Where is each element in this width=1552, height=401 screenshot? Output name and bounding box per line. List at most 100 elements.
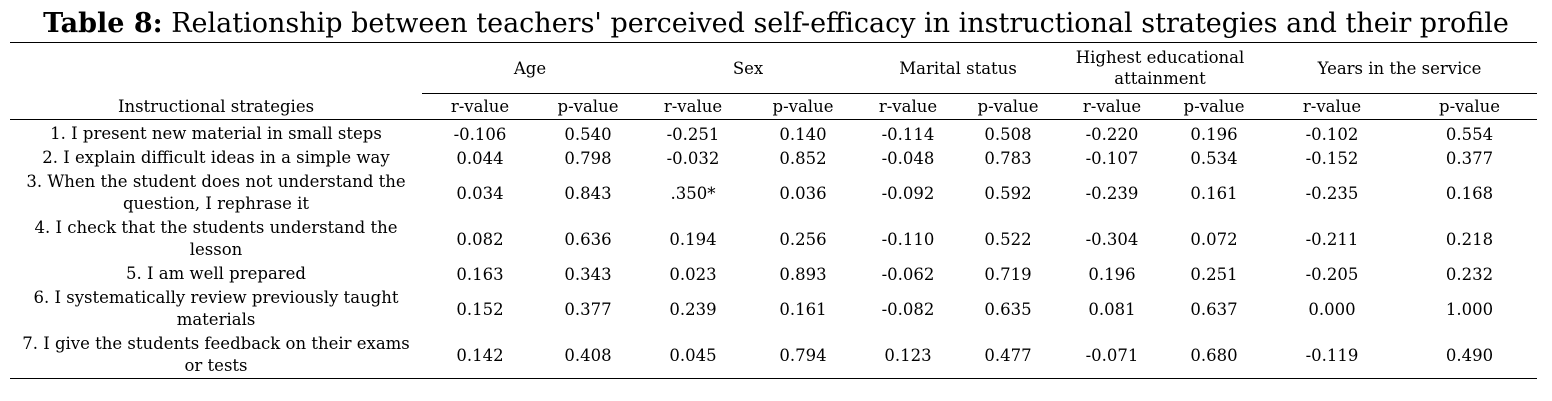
column-header: p-value — [1402, 93, 1538, 120]
table-cell: 0.196 — [1088, 264, 1136, 284]
table-cell: -0.220 — [1085, 124, 1139, 144]
table-cell: -0.082 — [881, 299, 935, 319]
column-header: p-value — [748, 93, 858, 120]
table-cell: -0.071 — [1085, 345, 1139, 365]
table-cell: 0.794 — [779, 345, 827, 365]
table-cell: 0.843 — [564, 183, 612, 203]
table-cell: 0.377 — [564, 299, 612, 319]
group-header: Marital status — [899, 58, 1017, 78]
table-cell: -0.102 — [1305, 124, 1359, 144]
table-cell: 0.408 — [564, 345, 612, 365]
table-cell: -0.152 — [1305, 148, 1359, 168]
table-cell: 0.893 — [779, 264, 827, 284]
table-cell: -0.092 — [881, 183, 935, 203]
table-cell: -0.211 — [1305, 229, 1359, 249]
table-row: 5. I am well prepared 0.163 0.343 0.023 … — [10, 262, 1537, 286]
row-label: 4. I check that the students understand … — [34, 218, 398, 259]
table-cell: 0.161 — [1190, 183, 1238, 203]
table-cell: -0.114 — [881, 124, 935, 144]
table-cell: 0.194 — [669, 229, 717, 249]
table-cell: 0.783 — [984, 148, 1032, 168]
group-header: Age — [513, 58, 547, 78]
table-cell: 0.034 — [456, 183, 504, 203]
table-cell: 0.023 — [669, 264, 717, 284]
group-header: Sex — [732, 58, 764, 78]
table-row: 3. When the student does not understand … — [10, 170, 1537, 216]
table-cell: -0.119 — [1305, 345, 1359, 365]
table-row: 2. I explain difficult ideas in a simple… — [10, 146, 1537, 170]
table-cell: 0.142 — [456, 345, 504, 365]
group-header: Highest educational attainment — [1075, 48, 1245, 88]
table-row: 6. I systematically review previously ta… — [10, 286, 1537, 332]
table-cell: 0.045 — [669, 345, 717, 365]
table-cell: 0.635 — [984, 299, 1032, 319]
row-label: 6. I systematically review previously ta… — [33, 288, 399, 329]
table-caption: Table 8: Relationship between teachers' … — [0, 6, 1552, 42]
group-header: Years in the service — [1317, 58, 1482, 78]
table-cell: -0.251 — [666, 124, 720, 144]
results-table: Age Sex Marital status Highest education… — [10, 42, 1538, 379]
table-cell: 0.852 — [779, 148, 827, 168]
table-cell: 0.168 — [1445, 183, 1494, 203]
column-header: r-value — [1058, 93, 1167, 120]
row-label: 5. I am well prepared — [126, 264, 306, 283]
table-cell: 0.680 — [1190, 345, 1238, 365]
corner-cell — [10, 43, 422, 94]
table-row: 7. I give the students feedback on their… — [10, 332, 1537, 379]
table-cell: 0.239 — [669, 299, 717, 319]
table-cell: 0.719 — [984, 264, 1032, 284]
table-cell: -0.107 — [1085, 148, 1139, 168]
table-cell: 0.072 — [1190, 229, 1238, 249]
table-cell: 0.592 — [984, 183, 1032, 203]
column-header: r-value — [858, 93, 958, 120]
table-cell: 0.036 — [779, 183, 827, 203]
table-cell: 0.232 — [1445, 264, 1494, 284]
table-cell: 0.798 — [564, 148, 612, 168]
table-cell: 0.082 — [456, 229, 504, 249]
table-cell: -0.304 — [1085, 229, 1139, 249]
table-cell: 0.477 — [984, 345, 1032, 365]
table-cell: 0.000 — [1308, 299, 1356, 319]
table-cell: 0.163 — [456, 264, 504, 284]
table-cell: 0.123 — [884, 345, 932, 365]
row-label: 3. When the student does not understand … — [26, 172, 406, 213]
column-header: p-value — [538, 93, 638, 120]
table-cell: 0.637 — [1190, 299, 1238, 319]
table-cell: 0.161 — [779, 299, 827, 319]
table-cell: 0.343 — [564, 264, 612, 284]
table-cell: 0.554 — [1445, 124, 1494, 144]
column-header: r-value — [422, 93, 538, 120]
table-cell: 0.508 — [984, 124, 1032, 144]
caption-label: Table 8: — [43, 8, 163, 39]
table-cell: 0.256 — [779, 229, 827, 249]
table-cell: 0.081 — [1088, 299, 1136, 319]
row-label: 1. I present new material in small steps — [50, 124, 382, 143]
table-cell: 0.534 — [1190, 148, 1238, 168]
column-header: p-value — [958, 93, 1059, 120]
sub-header-row: Instructional strategies r-value p-value… — [10, 93, 1538, 120]
row-label: 7. I give the students feedback on their… — [22, 334, 410, 375]
table-cell: -0.110 — [881, 229, 935, 249]
table-cell: 0.251 — [1190, 264, 1238, 284]
table-cell: -0.239 — [1085, 183, 1139, 203]
table-cell: -0.032 — [666, 148, 720, 168]
table-cell: 0.152 — [456, 299, 504, 319]
column-header: r-value — [1262, 93, 1403, 120]
table-cell: .350* — [670, 183, 716, 203]
table-cell: -0.048 — [881, 148, 935, 168]
table-row: 1. I present new material in small steps… — [10, 120, 1537, 147]
row-label: 2. I explain difficult ideas in a simple… — [42, 148, 390, 167]
column-header: p-value — [1166, 93, 1263, 120]
table-row: 4. I check that the students understand … — [10, 216, 1537, 262]
table-cell: -0.205 — [1305, 264, 1359, 284]
table-cell: 0.540 — [564, 124, 612, 144]
table-cell: 1.000 — [1445, 299, 1494, 319]
table-cell: 0.218 — [1445, 229, 1494, 249]
table-cell: -0.106 — [453, 124, 507, 144]
table-cell: 0.196 — [1190, 124, 1238, 144]
table-cell: 0.490 — [1445, 345, 1494, 365]
table-cell: -0.235 — [1305, 183, 1359, 203]
column-header: r-value — [638, 93, 748, 120]
caption-text: Relationship between teachers' perceived… — [171, 8, 1509, 39]
group-header-row: Age Sex Marital status Highest education… — [10, 43, 1537, 94]
